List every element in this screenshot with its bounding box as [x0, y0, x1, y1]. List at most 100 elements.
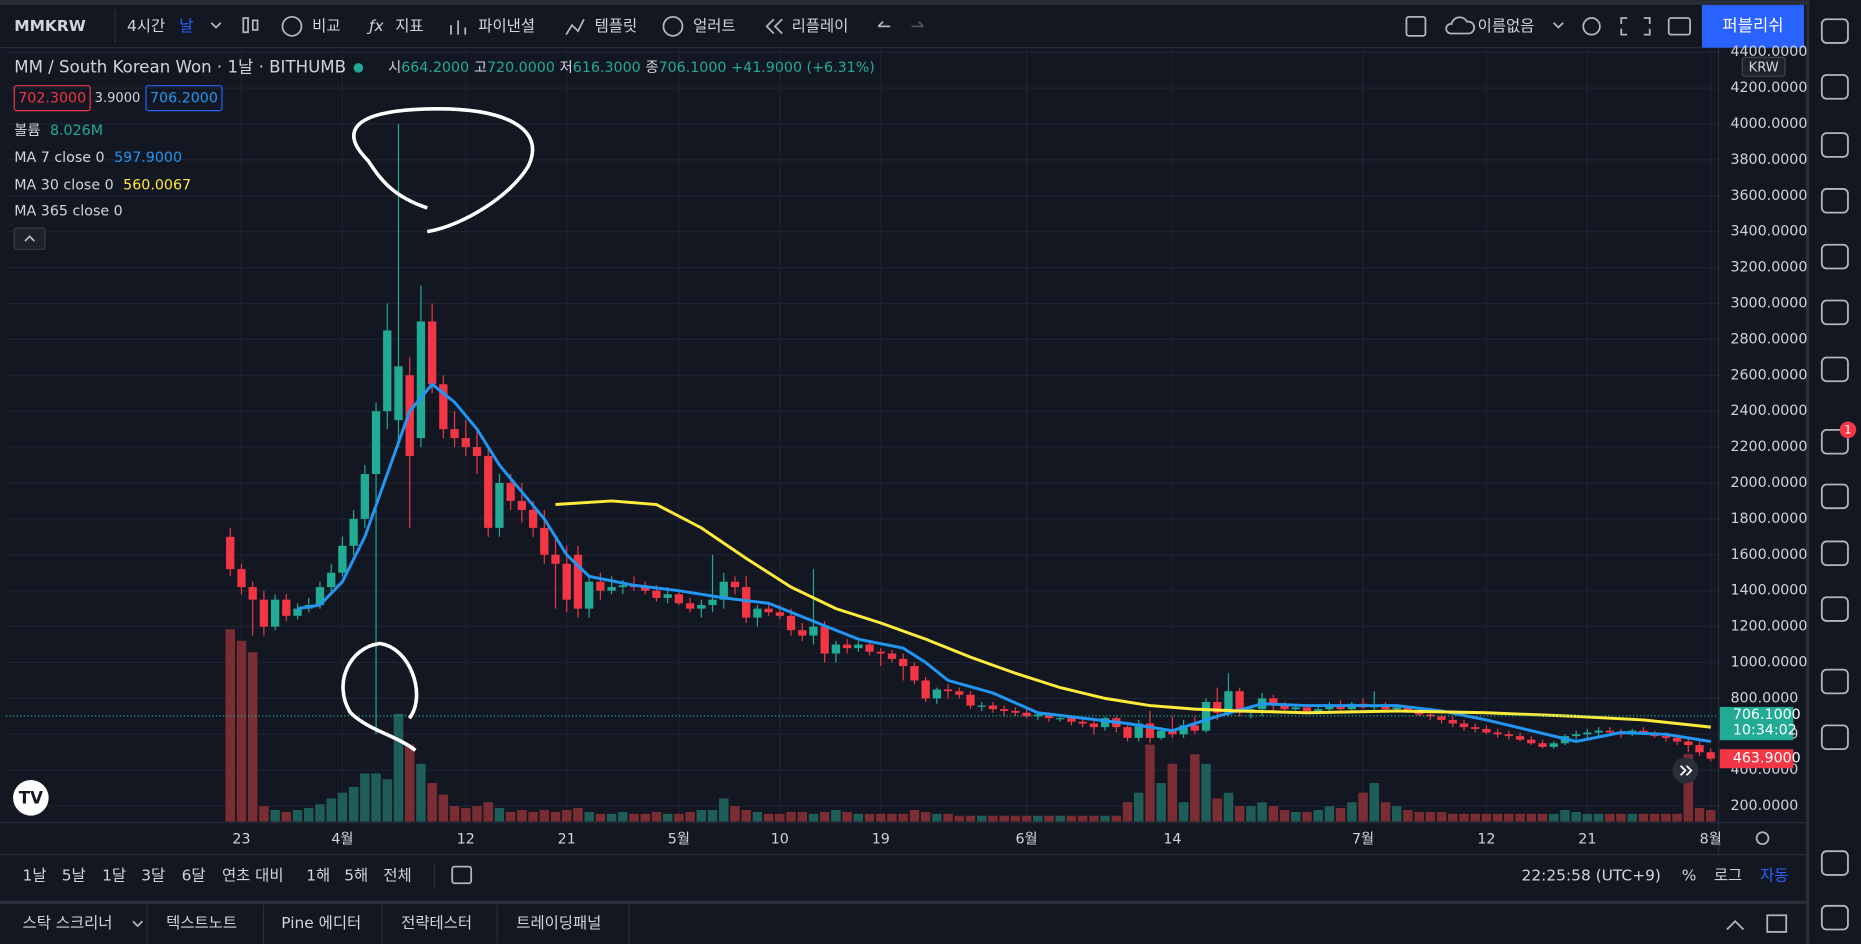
sidebar-icon[interactable]	[1820, 18, 1849, 44]
candle-body	[371, 411, 381, 475]
scale-option[interactable]: 로그	[1714, 867, 1742, 885]
candle-body	[1123, 727, 1132, 738]
volume-bar	[629, 813, 639, 822]
volume-bar	[281, 811, 292, 822]
camera-icon[interactable]	[1667, 17, 1691, 36]
range-button[interactable]: 1해	[306, 867, 330, 885]
currency-box[interactable]	[1741, 56, 1786, 77]
candle-body	[1672, 737, 1682, 742]
sidebar-icon[interactable]	[1820, 850, 1849, 876]
volume-bar	[1223, 792, 1234, 822]
volume-bar	[539, 809, 550, 822]
candle-body	[1224, 691, 1233, 713]
sidebar-icon[interactable]	[1820, 540, 1849, 567]
candle-body	[876, 651, 885, 654]
interval[interactable]: 날	[179, 17, 193, 35]
volume-bar	[1021, 815, 1032, 822]
sidebar-icon[interactable]	[1820, 132, 1849, 158]
fullscreen-icon[interactable]	[1620, 17, 1651, 36]
volume-bar	[1391, 806, 1402, 822]
volume-bar	[1066, 815, 1077, 822]
range-button[interactable]: 1날	[23, 867, 47, 885]
toolbar-button[interactable]: 템플릿	[595, 17, 638, 35]
axis-settings[interactable]	[1755, 831, 1770, 845]
panel-tab[interactable]: Pine 에디터	[281, 914, 361, 932]
candle-body	[1706, 752, 1715, 759]
symbol[interactable]: MMKRW	[14, 17, 85, 35]
interval[interactable]: 4시간	[127, 17, 165, 35]
sidebar-icon[interactable]	[1820, 596, 1849, 622]
sidebar-icon[interactable]	[1820, 299, 1849, 326]
volume-bar	[1313, 809, 1323, 822]
bid: 702.3000	[18, 91, 86, 107]
panel-tab[interactable]: 트레이딩패널	[516, 914, 601, 932]
sidebar-icon[interactable]	[1820, 74, 1849, 100]
range-button[interactable]: 3달	[141, 867, 165, 885]
toolbar-button[interactable]: 비교	[312, 17, 340, 35]
settings-icon[interactable]	[1582, 17, 1601, 36]
range-button[interactable]: 연초 대비	[222, 867, 284, 885]
currency[interactable]: KRW	[1749, 60, 1779, 75]
toolbar-button[interactable]: 리플레이	[792, 17, 849, 35]
volume-bar	[1100, 815, 1110, 822]
volume-bar	[1335, 808, 1346, 822]
candle-body	[1661, 736, 1671, 738]
sidebar-icon[interactable]	[1820, 668, 1849, 695]
range-button[interactable]: 6달	[182, 867, 206, 885]
volume-bar	[348, 786, 359, 822]
volume-bar	[618, 811, 628, 822]
candle-body	[999, 709, 1009, 711]
volume-bar	[696, 809, 707, 822]
toolbar-button[interactable]: 파이낸셜	[478, 17, 535, 35]
candle-body	[1448, 719, 1457, 724]
toolbar-button[interactable]: 지표	[395, 17, 423, 35]
candle-body	[293, 608, 302, 616]
volume-bar	[315, 804, 325, 822]
sidebar-icon[interactable]	[1820, 904, 1849, 931]
candle-body	[282, 599, 291, 616]
volume-bar	[1582, 813, 1593, 822]
candle-body	[506, 482, 515, 501]
sidebar-icon[interactable]	[1820, 483, 1849, 510]
range-button[interactable]: 1달	[102, 867, 126, 885]
candle-body	[1459, 723, 1469, 728]
volume-bar	[1302, 811, 1312, 822]
range-button[interactable]: 전체	[383, 867, 411, 885]
label: 볼륨	[14, 122, 40, 139]
sidebar-icon[interactable]	[1820, 188, 1849, 214]
fx-icon: ƒx	[366, 17, 384, 35]
redo-icon[interactable]	[911, 20, 925, 28]
sidebar-icon[interactable]	[1820, 243, 1849, 270]
range-button[interactable]: 5해	[344, 867, 368, 885]
collapse-button[interactable]	[13, 227, 46, 251]
date-range-icon[interactable]	[451, 865, 473, 885]
maximize-icon[interactable]	[1766, 914, 1788, 933]
publish-button[interactable]	[1701, 4, 1805, 48]
x-tick-label: 21	[558, 831, 576, 847]
panel-tab[interactable]: 스탁 스크리너	[23, 914, 113, 932]
layout-name[interactable]: 이름없음	[1478, 17, 1535, 35]
sidebar-icon[interactable]	[1820, 724, 1849, 751]
undo-icon[interactable]	[877, 20, 891, 28]
candle-body	[887, 653, 897, 659]
candle-body	[1168, 730, 1177, 735]
panel-tab[interactable]: 텍스트노트	[166, 914, 237, 932]
toolbar-button[interactable]: 얼러트	[693, 17, 736, 35]
candle-body	[1325, 705, 1334, 710]
volume-bar	[1156, 783, 1166, 822]
panel-tab[interactable]: 전략테스터	[401, 914, 472, 932]
candle-body	[495, 482, 504, 528]
layout-icon[interactable]	[1405, 15, 1427, 37]
scale-option[interactable]: %	[1682, 867, 1697, 885]
candle-body	[1336, 705, 1345, 710]
volume-bar	[1414, 811, 1424, 822]
sidebar-icon[interactable]	[1820, 356, 1849, 383]
candle-body	[450, 429, 459, 439]
sidebar-icon[interactable]	[1820, 428, 1849, 455]
expand-icon[interactable]	[1726, 919, 1745, 931]
volume-bar	[920, 811, 931, 822]
scale-option[interactable]: 자동	[1760, 867, 1788, 885]
volume-bar	[763, 813, 774, 822]
candle-body	[327, 572, 336, 588]
range-button[interactable]: 5날	[62, 867, 86, 885]
